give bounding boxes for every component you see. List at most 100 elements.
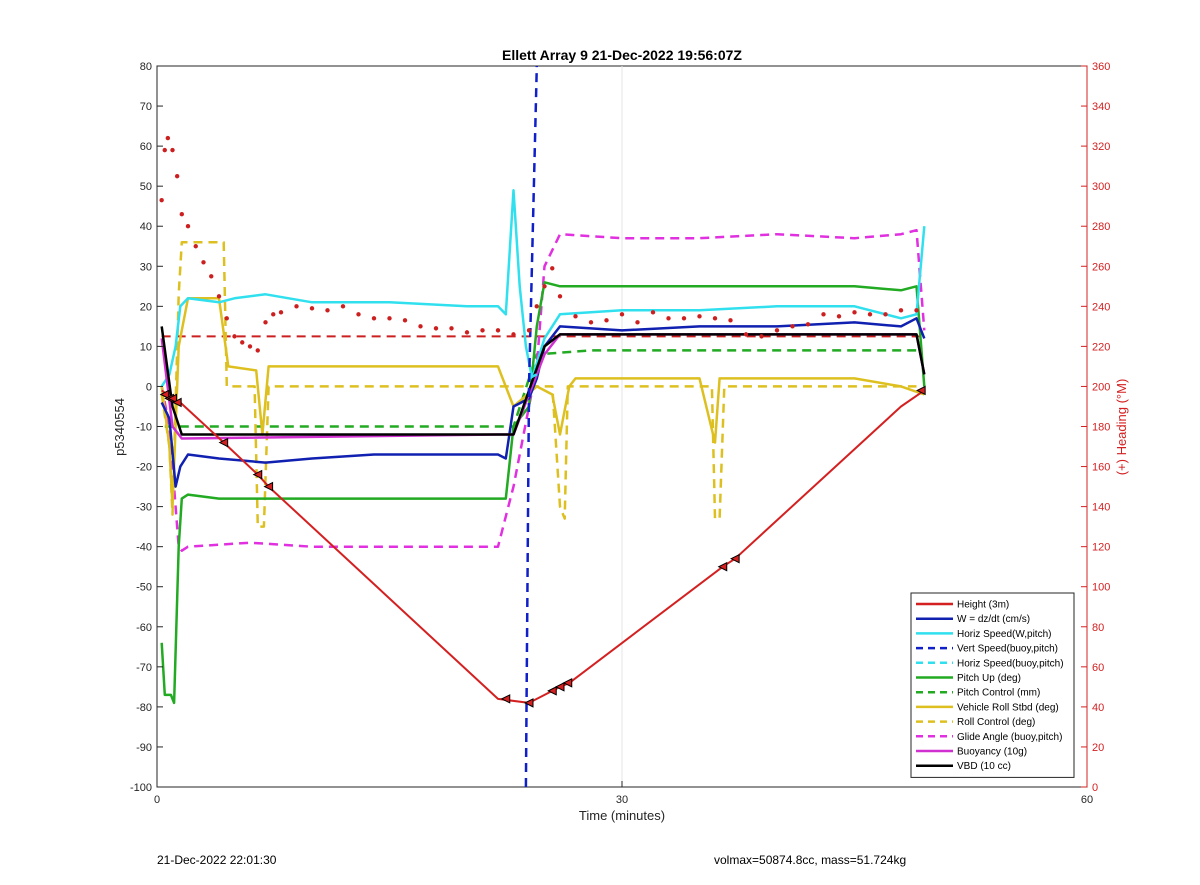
heading-dot [650, 310, 656, 315]
heading-dot [805, 322, 811, 327]
y-tick-label-right: 60 [1092, 662, 1104, 674]
series-line-vbd [160, 326, 926, 436]
y-tick-label-right: 40 [1092, 702, 1104, 714]
heading-dot [216, 294, 222, 299]
legend-label: Pitch Control (mm) [957, 688, 1040, 699]
heading-dot [852, 310, 857, 315]
heading-dot [193, 244, 198, 249]
y-tick-label-left: -50 [136, 582, 152, 594]
y-tick-label-right: 320 [1092, 141, 1110, 153]
y-tick-label-left: -90 [136, 742, 152, 754]
y-tick-label-right: 0 [1092, 782, 1098, 794]
heading-dot [294, 304, 299, 309]
y-tick-label-right: 100 [1092, 582, 1110, 594]
heading-dot [232, 334, 237, 339]
y-tick-label-right: 260 [1092, 261, 1110, 273]
legend-label: Pitch Up (deg) [957, 673, 1021, 684]
y-tick-label-left: -100 [130, 782, 152, 794]
y-tick-label-left: -30 [136, 502, 152, 514]
heading-dot [371, 316, 377, 321]
height-marker [547, 686, 557, 696]
heading-dot [914, 308, 919, 313]
height-marker [730, 553, 740, 564]
height-marker [167, 393, 177, 404]
legend-label: Horiz Speed(W,pitch) [957, 629, 1051, 640]
heading-dot [743, 332, 749, 337]
y-tick-label-left: 50 [140, 181, 152, 193]
height-marker [218, 437, 229, 448]
series-group [159, 65, 926, 788]
y-tick-label-right: 280 [1092, 221, 1110, 233]
y-tick-label-left: 0 [146, 381, 152, 393]
heading-dot [480, 328, 485, 333]
heading-dot [712, 316, 718, 321]
legend-label: Vert Speed(buoy,pitch) [957, 644, 1058, 655]
heading-dot [821, 312, 826, 317]
heading-dot [356, 312, 361, 317]
heading-dot [165, 135, 171, 141]
legend-label: Height (3m) [957, 600, 1009, 611]
heading-dot [635, 320, 640, 325]
heading-dot [418, 324, 423, 329]
heading-dot [240, 340, 245, 345]
height-marker [263, 481, 274, 492]
heading-dot [209, 274, 214, 279]
heading-dot [588, 320, 594, 325]
series-line-pitch_up [160, 281, 926, 705]
heading-dot [201, 260, 206, 265]
heading-dot [526, 328, 532, 333]
x-tick-label: 30 [616, 794, 628, 806]
height-marker [252, 469, 263, 480]
series-line-glide_angle [160, 228, 926, 552]
series-line-roll_control [160, 240, 917, 528]
legend-label: W = dz/dt (cm/s) [957, 614, 1030, 625]
y-tick-label-right: 240 [1092, 301, 1110, 313]
y-tick-label-left: 40 [140, 221, 152, 233]
heading-dot [759, 334, 764, 339]
height-marker [523, 698, 534, 708]
y-tick-label-right: 360 [1092, 61, 1110, 73]
heading-dot [681, 316, 687, 321]
height-marker [554, 682, 565, 692]
y-tick-label-left: -70 [136, 662, 152, 674]
height-marker [916, 385, 926, 396]
heading-dot [542, 284, 547, 289]
heading-dot [836, 314, 842, 319]
legend-label: Roll Control (deg) [957, 717, 1035, 728]
y-tick-label-left: 30 [140, 261, 152, 273]
series-line-w [160, 317, 926, 488]
y-tick-label-right: 120 [1092, 542, 1110, 554]
heading-dot [433, 326, 439, 331]
heading-dot [573, 314, 578, 319]
heading-dot [309, 306, 315, 311]
height-marker [717, 561, 728, 572]
heading-dot [162, 147, 167, 153]
heading-dot [774, 328, 780, 333]
y-axis-label-left: p5340554 [112, 398, 127, 456]
heading-dot [179, 212, 184, 217]
chart-title: Ellett Array 9 21-Dec-2022 19:56:07Z [502, 47, 742, 63]
heading-dot [325, 308, 330, 313]
x-tick-label: 0 [154, 794, 160, 806]
y-tick-label-right: 80 [1092, 622, 1104, 634]
heading-dot [278, 310, 284, 315]
heading-dot [604, 318, 609, 323]
x-tick-label: 60 [1081, 794, 1093, 806]
y-tick-label-left: 20 [140, 301, 152, 313]
heading-dot [534, 304, 539, 309]
y-tick-label-left: 60 [140, 141, 152, 153]
heading-dot [557, 294, 563, 299]
x-axis-label: Time (minutes) [579, 808, 665, 823]
heading-dot [255, 348, 260, 353]
legend-label: Buoyancy (10g) [957, 747, 1027, 758]
y-tick-label-right: 160 [1092, 462, 1110, 474]
y-tick-label-left: 10 [140, 341, 152, 353]
heading-dot [550, 266, 555, 271]
y-tick-label-left: 80 [140, 61, 152, 73]
y-tick-label-left: -20 [136, 462, 152, 474]
height-marker [172, 397, 182, 408]
footer-timestamp: 21-Dec-2022 22:01:30 [157, 853, 277, 867]
height-marker [562, 678, 573, 688]
heading-dot [728, 318, 733, 323]
